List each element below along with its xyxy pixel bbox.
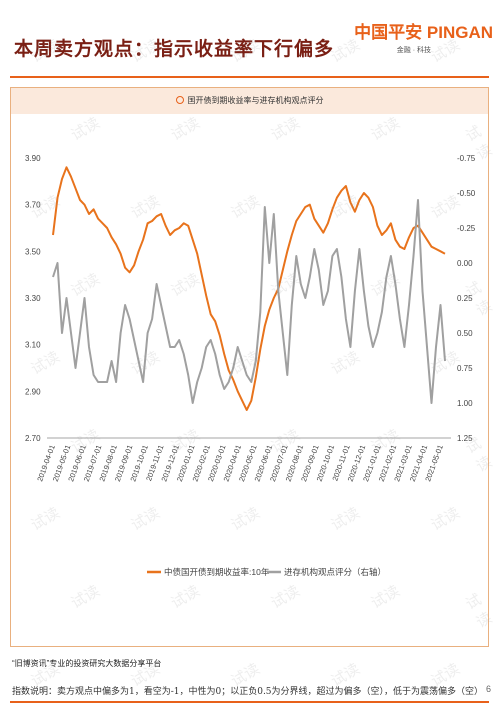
yield-vs-sentiment-chart: 3.90 3.70 3.50 3.30 3.10 2.90 2.70 -0.75 -0.50 -0…	[25, 154, 476, 577]
logo-text: 中国平安 PINGAN	[354, 23, 493, 42]
right-axis-tick-label: -0.50	[457, 189, 476, 198]
left-axis-tick-label: 3.70	[25, 201, 41, 210]
left-axis-tick-label: 3.50	[25, 247, 41, 256]
bottom-divider	[10, 701, 489, 703]
chart-panel: 国开债到期收益率与进存机构观点评分 3.90 3.70 3.50 3.30 3.10 2.…	[10, 87, 489, 647]
legend-label: 进存机构观点评分（右轴）	[284, 567, 386, 577]
right-axis-tick-label: 0.50	[457, 329, 473, 338]
left-axis-tick-label: 2.90	[25, 387, 41, 396]
right-axis-tick-label: 1.25	[457, 434, 473, 443]
page-number: 6	[485, 684, 491, 694]
source-note: “旧博资讯”专业的投资研究大数据分享平台	[12, 659, 162, 668]
brand-logo: 中国平安 PINGAN 金融 · 科技	[354, 18, 493, 55]
right-axis-tick-label: 0.25	[457, 294, 473, 303]
legend-label: 中债国开债到期收益率:10年	[164, 567, 270, 577]
right-axis-tick-label: -0.25	[457, 224, 476, 233]
yield-series-line	[52, 166, 446, 411]
right-axis-tick-label: -0.75	[457, 154, 476, 163]
chart-header: 国开债到期收益率与进存机构观点评分	[11, 88, 488, 114]
logo-subtitle: 金融 · 科技	[396, 47, 431, 54]
page-title: 本周卖方观点：指示收益率下行偏多	[14, 38, 335, 60]
left-axis-tick-label: 3.90	[25, 154, 41, 163]
chart-title: 国开债到期收益率与进存机构观点评分	[187, 96, 324, 105]
right-axis-tick-label: 0.75	[457, 364, 473, 373]
left-axis-tick-label: 3.10	[25, 341, 41, 350]
bullet-icon	[175, 96, 184, 104]
top-divider	[10, 76, 489, 78]
left-axis-tick-label: 3.30	[25, 294, 41, 303]
right-axis-tick-label: 0.00	[457, 259, 473, 268]
sentiment-series-line	[52, 199, 446, 404]
left-axis-tick-label: 2.70	[25, 434, 41, 443]
footnote: 指数说明：卖方观点中偏多为1，看空为-1，中性为0；以正负0.5为分界线，超过为…	[12, 687, 484, 697]
right-axis-tick-label: 1.00	[457, 399, 473, 408]
